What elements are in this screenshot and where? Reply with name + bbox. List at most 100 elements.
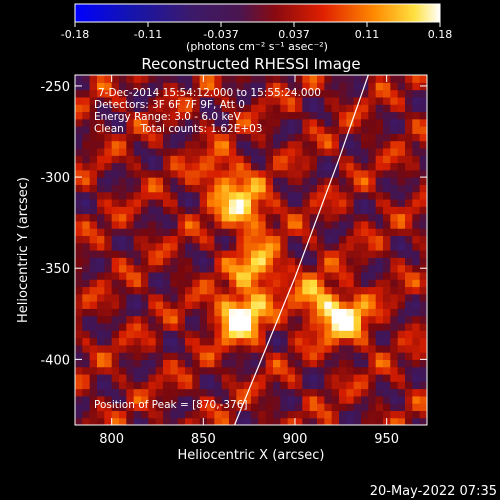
heatmap-cell bbox=[280, 381, 289, 390]
heatmap-cell bbox=[375, 344, 384, 353]
heatmap-cell bbox=[185, 315, 193, 324]
heatmap-cell bbox=[97, 140, 105, 149]
heatmap-cell bbox=[280, 198, 289, 207]
heatmap-cell bbox=[265, 315, 274, 324]
heatmap-cell bbox=[361, 286, 369, 295]
heatmap-cell bbox=[214, 184, 223, 193]
heatmap-cell bbox=[412, 162, 421, 171]
heatmap-cell bbox=[251, 410, 259, 419]
heatmap-cell bbox=[317, 89, 325, 98]
heatmap-cell bbox=[163, 220, 171, 229]
heatmap-cell bbox=[375, 242, 384, 251]
heatmap-cell bbox=[111, 206, 120, 215]
heatmap-cell bbox=[383, 213, 391, 222]
heatmap-cell bbox=[170, 366, 179, 375]
heatmap-cell bbox=[163, 242, 171, 251]
heatmap-cell bbox=[419, 286, 427, 295]
heatmap-cell bbox=[89, 147, 98, 156]
heatmap-cell bbox=[126, 89, 135, 98]
heatmap-cell bbox=[251, 250, 259, 258]
heatmap-cell bbox=[390, 118, 399, 127]
heatmap-cell bbox=[331, 140, 340, 149]
heatmap-cell bbox=[236, 279, 245, 288]
heatmap-cell bbox=[148, 96, 157, 105]
heatmap-cell bbox=[265, 206, 274, 215]
heatmap-cell bbox=[251, 388, 259, 397]
heatmap-cell bbox=[287, 191, 296, 200]
heatmap-cell bbox=[317, 118, 325, 127]
heatmap-cell bbox=[412, 235, 421, 244]
heatmap-cell bbox=[185, 191, 193, 200]
heatmap-cell bbox=[155, 366, 164, 375]
heatmap-cell bbox=[405, 279, 413, 288]
heatmap-cell bbox=[280, 257, 289, 266]
heatmap-cell bbox=[89, 293, 98, 302]
heatmap-cell bbox=[236, 264, 245, 273]
heatmap-cell bbox=[82, 293, 91, 302]
heatmap-cell bbox=[265, 118, 274, 127]
heatmap-cell bbox=[419, 191, 427, 200]
heatmap-cell bbox=[111, 126, 120, 134]
heatmap-cell bbox=[339, 286, 347, 295]
heatmap-cell bbox=[163, 118, 171, 127]
heatmap-cell bbox=[346, 373, 355, 382]
heatmap-cell bbox=[126, 286, 135, 295]
heatmap-cell bbox=[229, 388, 237, 397]
heatmap-cell bbox=[346, 206, 355, 215]
heatmap-cell bbox=[258, 264, 267, 273]
heatmap-cell bbox=[324, 133, 333, 142]
heatmap-cell bbox=[229, 228, 237, 237]
heatmap-cell bbox=[302, 118, 311, 127]
heatmap-cell bbox=[155, 381, 164, 390]
heatmap-cell bbox=[368, 381, 377, 390]
heatmap-cell bbox=[229, 417, 237, 425]
heatmap-cell bbox=[265, 169, 274, 178]
heatmap-cell bbox=[214, 373, 223, 382]
heatmap-cell bbox=[412, 198, 421, 207]
heatmap-cell bbox=[280, 140, 289, 149]
heatmap-cell bbox=[287, 293, 296, 302]
heatmap-cell bbox=[353, 75, 362, 83]
heatmap-cell bbox=[126, 147, 135, 156]
heatmap-cell bbox=[192, 410, 201, 419]
heatmap-cell bbox=[163, 133, 171, 142]
heatmap-cell bbox=[214, 126, 223, 134]
heatmap-cell bbox=[177, 126, 186, 134]
heatmap-cell bbox=[397, 177, 406, 185]
heatmap-cell bbox=[214, 286, 223, 295]
heatmap-cell bbox=[273, 417, 281, 425]
heatmap-cell bbox=[111, 352, 120, 360]
heatmap-cell bbox=[170, 140, 179, 149]
heatmap-cell bbox=[214, 206, 223, 215]
heatmap-cell bbox=[390, 301, 399, 309]
heatmap-cell bbox=[368, 250, 377, 258]
heatmap-cell bbox=[280, 264, 289, 273]
heatmap-cell bbox=[155, 235, 164, 244]
heatmap-cell bbox=[295, 169, 303, 178]
heatmap-cell bbox=[273, 228, 281, 237]
heatmap-cell bbox=[273, 301, 281, 309]
heatmap-cell bbox=[309, 82, 318, 91]
heatmap-cell bbox=[412, 330, 421, 339]
heatmap-cell bbox=[104, 395, 113, 404]
heatmap-cell bbox=[412, 322, 421, 331]
heatmap-cell bbox=[412, 89, 421, 98]
heatmap-cell bbox=[346, 75, 355, 83]
heatmap-cell bbox=[375, 235, 384, 244]
heatmap-cell bbox=[221, 381, 230, 390]
heatmap-cell bbox=[133, 191, 142, 200]
heatmap-cell bbox=[133, 89, 142, 98]
heatmap-cell bbox=[221, 293, 230, 302]
heatmap-cell bbox=[324, 337, 333, 346]
heatmap-cell bbox=[383, 118, 391, 127]
heatmap-cell bbox=[339, 235, 347, 244]
heatmap-cell bbox=[287, 271, 296, 280]
heatmap-cell bbox=[390, 403, 399, 412]
heatmap-cell bbox=[265, 344, 274, 353]
heatmap-cell bbox=[280, 75, 289, 83]
heatmap-cell bbox=[177, 337, 186, 346]
heatmap-cell bbox=[331, 315, 340, 324]
heatmap-cell bbox=[331, 395, 340, 404]
heatmap-cell bbox=[390, 89, 399, 98]
heatmap-cell bbox=[119, 293, 127, 302]
